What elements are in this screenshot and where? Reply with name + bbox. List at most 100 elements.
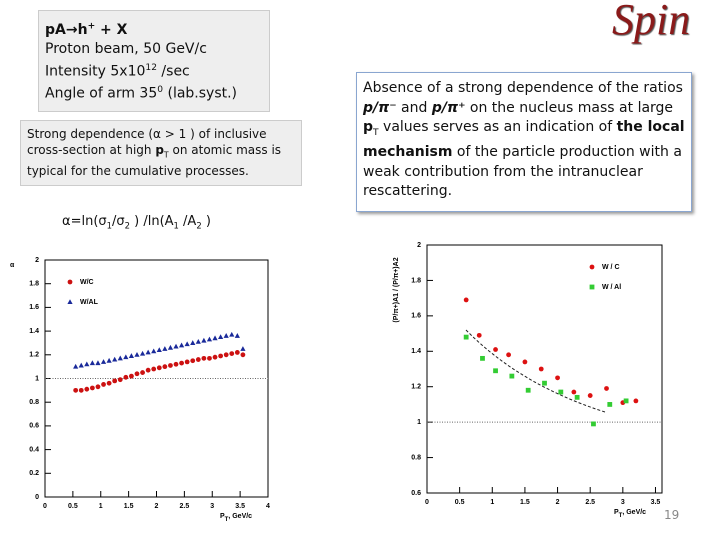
text: Intensity 5x10 <box>45 63 146 80</box>
x-tick-label: 2 <box>155 503 159 510</box>
point <box>178 342 185 348</box>
point <box>240 346 246 351</box>
legend-label: W / Al <box>602 284 621 291</box>
sub: 2 <box>196 220 202 231</box>
point <box>100 359 107 364</box>
point <box>633 398 639 404</box>
text: on the nucleus mass at large <box>465 99 674 116</box>
text: Strong dependence (α > 1 ) of inclusive … <box>27 127 267 157</box>
point <box>234 350 240 355</box>
info-box: pA→h+ + X Proton beam, 50 GeV/c Intensit… <box>38 10 270 112</box>
point <box>229 331 235 337</box>
x-label-part: T <box>225 517 229 523</box>
point <box>117 355 123 361</box>
point <box>156 347 162 353</box>
x-tick-label: 0.5 <box>68 503 78 510</box>
point <box>234 333 240 338</box>
point <box>509 373 515 379</box>
point <box>151 348 157 354</box>
point <box>463 334 469 340</box>
point <box>95 384 101 390</box>
formula: α=ln(σ1/σ2 ) /ln(A1 /A2 ) <box>62 214 211 231</box>
fit-curve <box>465 329 606 413</box>
point <box>206 336 213 342</box>
text: p <box>363 119 374 135</box>
x-label-part: T <box>619 513 623 519</box>
point <box>129 373 134 379</box>
x-tick-label: 1 <box>490 499 494 506</box>
text: p <box>155 143 164 157</box>
x-tick-label: 3.5 <box>651 499 661 506</box>
intensity: Intensity 5x1012 /sec <box>45 59 263 82</box>
point <box>123 374 129 380</box>
point <box>184 359 190 365</box>
point <box>173 361 179 367</box>
point <box>123 354 129 360</box>
text: the local mechanism <box>363 119 685 161</box>
text: p/π⁻ <box>363 99 397 116</box>
point <box>240 352 246 358</box>
x-tick-label: 1 <box>99 503 103 510</box>
x-tick-label: 3 <box>210 503 214 510</box>
point <box>218 334 224 340</box>
y-tick-label: 2 <box>35 257 39 264</box>
point <box>493 347 498 352</box>
point <box>195 338 201 344</box>
point <box>207 355 212 361</box>
text: (lab.syst.) <box>163 85 238 102</box>
point <box>525 387 531 393</box>
y-axis-label: α <box>10 262 15 269</box>
sub: 1 <box>106 220 112 231</box>
y-tick-label: 0.6 <box>411 490 421 497</box>
point <box>476 332 482 338</box>
point <box>134 352 140 357</box>
y-tick-label: 1.8 <box>411 277 421 284</box>
x-tick-label: 1.5 <box>520 499 530 506</box>
y-tick-label: 1.4 <box>29 328 39 335</box>
y-tick-label: 1 <box>35 375 39 382</box>
point <box>106 380 112 386</box>
reaction: pA→h+ + X <box>45 17 263 40</box>
point <box>591 421 596 427</box>
point <box>84 361 90 367</box>
point <box>101 382 106 387</box>
text: Absence of a strong dependence of the ra… <box>363 80 683 96</box>
legend-swatch <box>589 284 595 290</box>
point <box>607 402 613 407</box>
point <box>95 360 101 366</box>
point <box>167 344 174 350</box>
x-tick-label: 2.5 <box>585 499 595 506</box>
sup: + <box>87 21 96 31</box>
point <box>493 368 498 374</box>
y-tick-label: 0.4 <box>29 446 39 453</box>
point <box>218 353 224 359</box>
point <box>184 341 190 347</box>
legend-label: W/C <box>80 279 94 286</box>
sub: 2 <box>124 220 130 231</box>
x-tick-label: 0.5 <box>455 499 465 506</box>
legend-label: W / C <box>602 264 620 271</box>
point <box>558 389 564 395</box>
legend-swatch <box>589 264 595 270</box>
point <box>173 343 179 349</box>
y-tick-label: 0.8 <box>29 399 39 406</box>
point <box>134 371 140 377</box>
x-tick-label: 2.5 <box>180 503 190 510</box>
sub: T <box>373 127 379 138</box>
text: /A <box>178 214 197 229</box>
point <box>542 380 547 386</box>
point <box>571 389 577 395</box>
text: on atomic mass is typical for the cumula… <box>27 143 282 179</box>
y-tick-label: 0.8 <box>411 454 421 461</box>
y-tick-label: 1 <box>417 419 421 426</box>
point <box>106 357 112 363</box>
text: pA <box>45 21 66 38</box>
point <box>139 350 146 356</box>
text: h <box>77 21 88 38</box>
y-tick-label: 0.6 <box>29 423 39 430</box>
point <box>538 366 544 372</box>
point <box>112 378 118 384</box>
x-axis-label: PT, GeV/c <box>220 513 252 523</box>
point <box>201 337 207 343</box>
y-tick-label: 1.6 <box>411 313 421 320</box>
